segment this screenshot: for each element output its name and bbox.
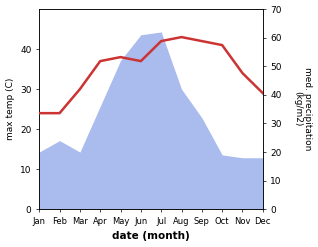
Y-axis label: max temp (C): max temp (C) (5, 78, 15, 140)
X-axis label: date (month): date (month) (112, 231, 190, 242)
Y-axis label: med. precipitation
(kg/m2): med. precipitation (kg/m2) (293, 67, 313, 151)
